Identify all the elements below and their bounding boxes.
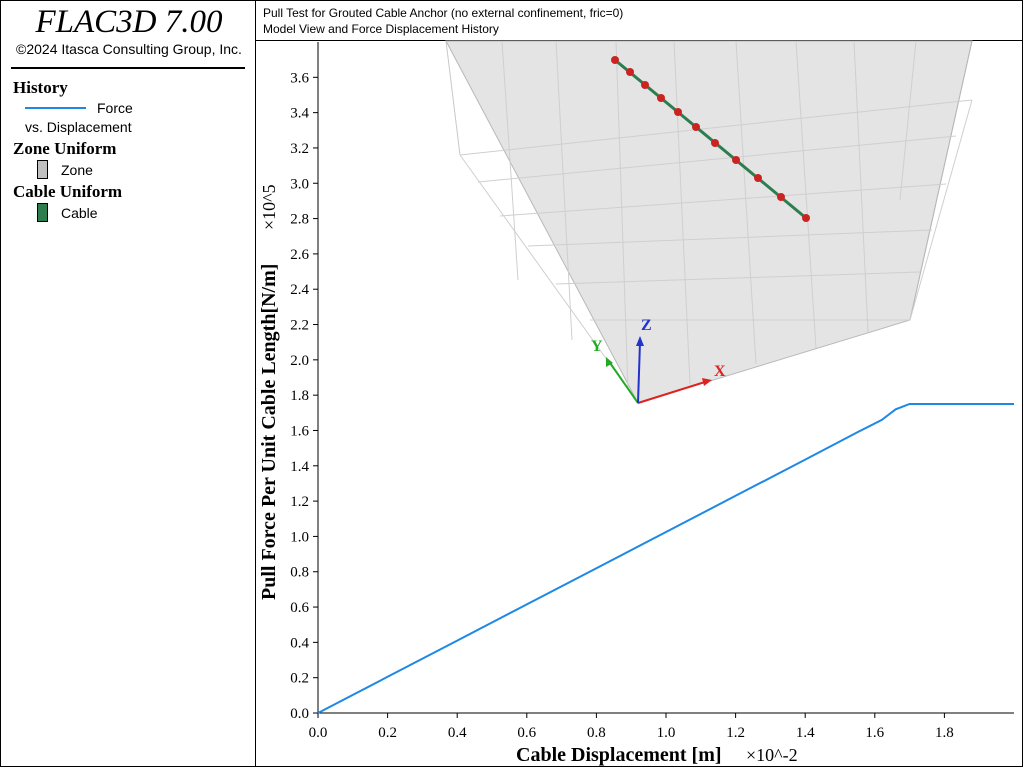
y-tick-label: 0.6 — [290, 600, 309, 616]
y-tick-label: 1.8 — [290, 388, 309, 404]
cable-node — [611, 56, 619, 64]
y-axis-label: Y — [591, 338, 603, 355]
x-tick-label: 0.4 — [448, 725, 467, 741]
y-tick-label: 3.6 — [290, 70, 309, 86]
legend-divider — [11, 67, 245, 69]
legend-cable-heading: Cable Uniform — [13, 182, 123, 201]
zone-mesh — [445, 40, 973, 404]
plot-title-line2: Model View and Force Displacement Histor… — [263, 22, 499, 36]
y-tick-label: 3.4 — [290, 106, 309, 122]
x-tick-label: 0.8 — [587, 725, 606, 741]
x-tick-label: 1.8 — [935, 725, 954, 741]
legend-zone-label: Zone — [61, 162, 93, 178]
y-tick-label: 1.4 — [290, 459, 309, 475]
legend-cable-label: Cable — [61, 205, 98, 221]
y-tick-label: 3.0 — [290, 176, 309, 192]
y-tick-label: 1.0 — [290, 529, 309, 545]
y-tick-label: 2.8 — [290, 212, 309, 228]
x-tick-label: 0.2 — [378, 725, 397, 741]
y-axis-multiplier: ×10^5 — [259, 184, 279, 230]
cable-node — [802, 214, 810, 222]
y-tick-label: 1.6 — [290, 423, 309, 439]
y-tick-label: 0.4 — [290, 635, 309, 651]
x-axis-label: X — [714, 363, 726, 380]
x-axis-multiplier: ×10^-2 — [746, 745, 798, 765]
y-tick-label: 2.4 — [290, 282, 309, 298]
x-tick-label: 1.4 — [796, 725, 815, 741]
legend-panel: FLAC3D 7.00 ©2024 Itasca Consulting Grou… — [0, 0, 256, 767]
axes-triad: X Y Z — [591, 317, 726, 404]
plot-title-line1: Pull Test for Grouted Cable Anchor (no e… — [263, 6, 624, 20]
x-axis-arrow — [637, 380, 709, 404]
cable-node — [626, 68, 634, 76]
x-tick-label: 1.2 — [726, 725, 745, 741]
x-tick-label: 0.6 — [517, 725, 536, 741]
cable-node — [777, 193, 785, 201]
zone-color-swatch — [37, 160, 48, 179]
chart: X Y Z 0.0 0.2 0.4 0.6 0.8 1.0 1.2 1.4 1.6 1.8 2.0 2… — [258, 40, 1014, 766]
cable-node — [674, 108, 682, 116]
cable-node — [657, 94, 665, 102]
app-title: FLAC3D 7.00 — [35, 4, 223, 40]
y-ticks: 0.0 0.2 0.4 0.6 0.8 1.0 1.2 1.4 1.6 1.8 2.0 2.2 2.4 2… — [290, 70, 318, 722]
y-tick-label: 0.2 — [290, 671, 309, 687]
cable-element — [611, 56, 810, 222]
x-axis-title: Cable Displacement [m] — [516, 744, 722, 766]
y-tick-label: 2.6 — [290, 247, 309, 263]
copyright-text: ©2024 Itasca Consulting Group, Inc. — [16, 41, 242, 57]
cable-node — [711, 139, 719, 147]
x-tick-label: 0.0 — [309, 725, 328, 741]
x-tick-label: 1.0 — [657, 725, 676, 741]
x-ticks: 0.0 0.2 0.4 0.6 0.8 1.0 1.2 1.4 1.6 1.8 — [309, 713, 954, 741]
model-view: X Y Z — [445, 40, 973, 404]
y-tick-label: 2.0 — [290, 353, 309, 369]
z-axis-label: Z — [641, 317, 652, 334]
y-tick-label: 0.0 — [290, 706, 309, 722]
cable-color-swatch — [37, 203, 48, 222]
y-tick-label: 2.2 — [290, 318, 309, 334]
force-line-swatch — [25, 107, 86, 109]
cable-node — [641, 81, 649, 89]
cable-node — [754, 174, 762, 182]
legend-force-label: Force — [97, 100, 133, 116]
y-tick-label: 3.2 — [290, 141, 309, 157]
y-tick-label: 1.2 — [290, 494, 309, 510]
cable-node — [732, 156, 740, 164]
y-axis-title: Pull Force Per Unit Cable Length[N/m] — [258, 264, 280, 600]
x-tick-label: 1.6 — [865, 725, 884, 741]
force-displacement-series — [317, 403, 1014, 714]
legend-history-heading: History — [13, 78, 68, 97]
y-axis-arrow — [607, 359, 639, 404]
legend-force-label-line2: vs. Displacement — [25, 119, 132, 135]
legend-zone-heading: Zone Uniform — [13, 139, 117, 158]
y-tick-label: 0.8 — [290, 565, 309, 581]
cable-node — [692, 123, 700, 131]
z-axis-arrow — [637, 341, 641, 404]
